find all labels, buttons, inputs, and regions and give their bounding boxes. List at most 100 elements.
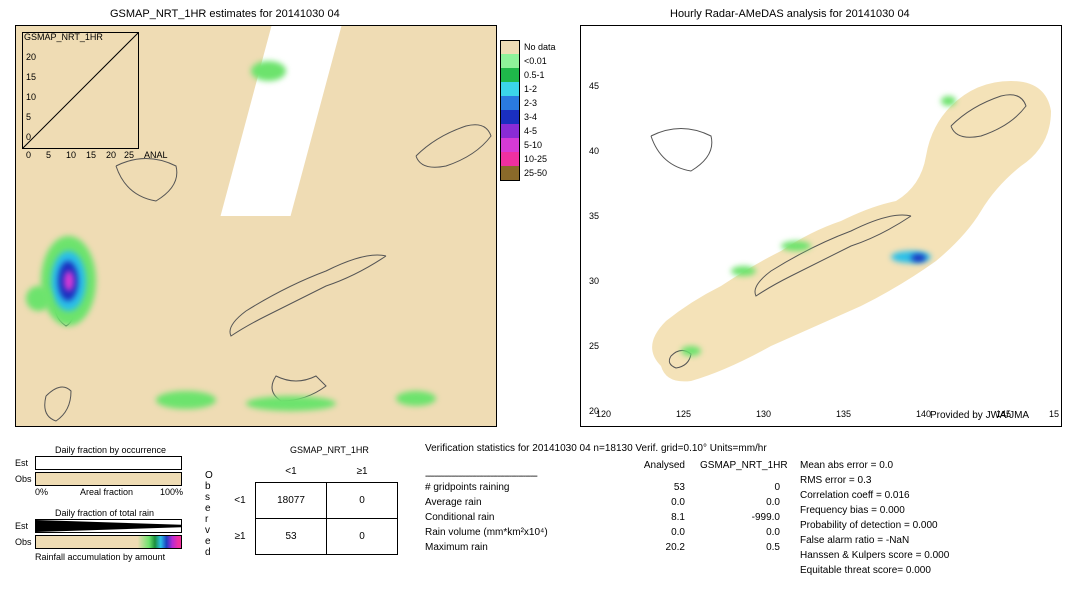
legend-row: 2-3 [500,96,556,110]
right-map: 20 25 30 35 40 45 120 125 130 135 140 14… [580,25,1062,427]
precip-blob [941,96,956,106]
verification-block: Verification statistics for 20141030 04 … [425,443,795,557]
legend-label: 25-50 [524,168,547,178]
verif-row: Average rain0.00.0 [425,497,795,512]
verif-row: Maximum rain20.20.5 [425,542,795,557]
verif-row: Rain volume (mm*km²x10⁴)0.00.0 [425,527,795,542]
metric-line: False alarm ratio = -NaN [800,535,949,550]
right-xtick: 15 [1049,409,1059,419]
precip-blob [731,266,756,276]
inset-xtick: 10 [66,150,76,160]
legend-label: 0.5-1 [524,70,545,80]
right-ytick: 35 [589,211,599,221]
legend-row: <0.01 [500,54,556,68]
legend-label: 1-2 [524,84,537,94]
verif-title: Verification statistics for 20141030 04 … [425,443,795,454]
metric-line: RMS error = 0.3 [800,475,949,490]
legend-label: 4-5 [524,126,537,136]
verif-row: Conditional rain8.1-999.0 [425,512,795,527]
precip-blob [64,271,74,291]
occ-est-bar [35,456,182,470]
legend-label: 2-3 [524,98,537,108]
right-ytick: 25 [589,341,599,351]
right-xtick: 125 [676,409,691,419]
inset-plot [22,32,139,149]
legend-swatch [500,138,520,152]
metric-line: Correlation coeff = 0.016 [800,490,949,505]
legend-label: No data [524,42,556,52]
legend-row: 0.5-1 [500,68,556,82]
inset-ytick: 5 [26,112,31,122]
metric-line: Mean abs error = 0.0 [800,460,949,475]
metric-line: Equitable threat score= 0.000 [800,565,949,580]
right-xtick: 140 [916,409,931,419]
right-ytick: 45 [589,81,599,91]
legend-label: 5-10 [524,140,542,150]
right-xtick: 135 [836,409,851,419]
precip-blob [911,254,926,262]
legend-swatch [500,68,520,82]
inset-ytick: 10 [26,92,36,102]
right-ytick: 40 [589,146,599,156]
legend-swatch [500,110,520,124]
legend-row: 10-25 [500,152,556,166]
legend-swatch [500,124,520,138]
precip-blob [396,391,436,406]
contingency-table: <1 ≥1 <1 18077 0 ≥1 53 0 [225,460,398,555]
left-map-title: GSMAP_NRT_1HR estimates for 20141030 04 [110,8,340,20]
legend-row: 3-4 [500,110,556,124]
verif-row: # gridpoints raining530 [425,482,795,497]
legend-row: 4-5 [500,124,556,138]
legend-row: 1-2 [500,82,556,96]
legend-swatch [500,96,520,110]
occ-obs-bar [35,472,182,486]
occ-obs-label: Obs [15,474,32,484]
inset-xtick: 0 [26,150,31,160]
legend-label: 3-4 [524,112,537,122]
precip-blob [781,241,811,251]
tr-obs-bar [35,535,182,549]
legend-swatch [500,152,520,166]
tr-obs-label: Obs [15,537,32,547]
occ-est-label: Est [15,458,28,468]
legend-label: <0.01 [524,56,547,66]
right-xtick: 130 [756,409,771,419]
metric-line: Probability of detection = 0.000 [800,520,949,535]
metrics-block: Mean abs error = 0.0RMS error = 0.3Corre… [800,460,949,580]
occurrence-title: Daily fraction by occurrence [55,445,166,455]
legend-row: 25-50 [500,166,556,180]
inset-title: GSMAP_NRT_1HR [24,32,103,42]
precip-blob [246,396,336,411]
verif-h2: GSMAP_NRT_1HR [700,460,795,471]
tr-est-bar [35,519,182,533]
legend-row: No data [500,40,556,54]
tr-caption: Rainfall accumulation by amount [35,552,165,562]
metric-line: Hanssen & Kulpers score = 0.000 [800,550,949,565]
legend-swatch [500,82,520,96]
occ-xm: Areal fraction [80,487,133,497]
precip-blob [156,391,216,409]
right-ytick: 30 [589,276,599,286]
inset-ytick: 15 [26,72,36,82]
tr-est-label: Est [15,521,28,531]
legend-label: 10-25 [524,154,547,164]
legend-row: 5-10 [500,138,556,152]
verif-dashes: ----------------------------------------… [425,471,795,482]
totalrain-title: Daily fraction of total rain [55,508,154,518]
right-coverage [581,26,1061,426]
color-legend: No data <0.01 0.5-1 1-2 2-3 3-4 4-5 5-10 10-25 25… [500,40,556,180]
inset-ytick: 20 [26,52,36,62]
inset-xtick: 5 [46,150,51,160]
provided-label: Provided by JWA/JMA [930,410,1029,421]
anal-label: ANAL [144,150,168,160]
occ-xr: 100% [160,487,183,497]
inset-ytick: 0 [26,132,31,142]
verif-h1: Analysed [605,460,700,471]
precip-blob [26,286,51,311]
occ-xl: 0% [35,487,48,497]
precip-blob [251,61,286,81]
observed-label: Observed [205,470,213,558]
inset-xtick: 20 [106,150,116,160]
right-map-title: Hourly Radar-AMeDAS analysis for 2014103… [670,8,910,20]
contingency-title: GSMAP_NRT_1HR [290,445,369,455]
